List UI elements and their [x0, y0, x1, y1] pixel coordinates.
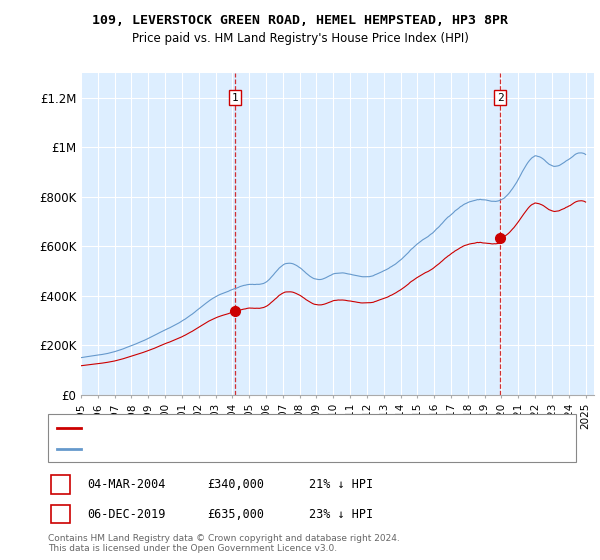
Text: HPI: Average price, detached house, Dacorum: HPI: Average price, detached house, Daco…	[87, 444, 340, 454]
Text: 1: 1	[57, 478, 64, 491]
Text: 06-DEC-2019: 06-DEC-2019	[87, 507, 166, 521]
Text: £340,000: £340,000	[207, 478, 264, 491]
Text: 109, LEVERSTOCK GREEN ROAD, HEMEL HEMPSTEAD, HP3 8PR (detached house): 109, LEVERSTOCK GREEN ROAD, HEMEL HEMPST…	[87, 423, 493, 433]
Text: 2: 2	[57, 507, 64, 521]
Text: 2: 2	[497, 92, 503, 102]
Text: Contains HM Land Registry data © Crown copyright and database right 2024.
This d: Contains HM Land Registry data © Crown c…	[48, 534, 400, 553]
Text: 109, LEVERSTOCK GREEN ROAD, HEMEL HEMPSTEAD, HP3 8PR: 109, LEVERSTOCK GREEN ROAD, HEMEL HEMPST…	[92, 14, 508, 27]
Text: 04-MAR-2004: 04-MAR-2004	[87, 478, 166, 491]
Text: 1: 1	[232, 92, 239, 102]
Text: 21% ↓ HPI: 21% ↓ HPI	[309, 478, 373, 491]
Text: Price paid vs. HM Land Registry's House Price Index (HPI): Price paid vs. HM Land Registry's House …	[131, 32, 469, 45]
Text: 23% ↓ HPI: 23% ↓ HPI	[309, 507, 373, 521]
Text: £635,000: £635,000	[207, 507, 264, 521]
